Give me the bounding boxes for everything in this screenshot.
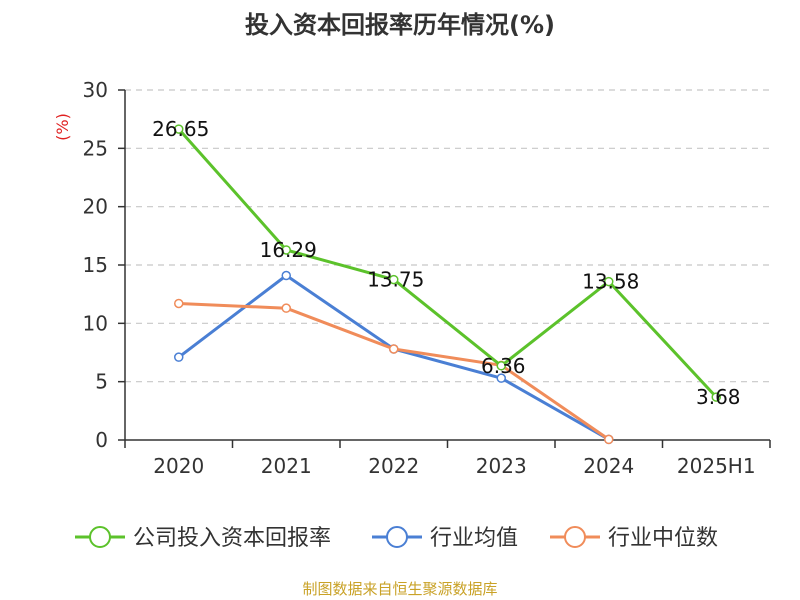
data-label: 13.58: [582, 270, 639, 294]
y-tick-label: 25: [83, 136, 108, 160]
data-point[interactable]: [174, 352, 184, 362]
data-label: 6.36: [481, 354, 526, 378]
series-line-0: [177, 128, 718, 399]
legend-swatch-marker: [89, 526, 111, 548]
legend-label: 行业均值: [430, 526, 518, 551]
data-point[interactable]: [281, 245, 291, 255]
data-label: 13.75: [367, 268, 424, 292]
x-tick-label: 2025H1: [677, 454, 756, 478]
x-tick-label: 2023: [476, 454, 527, 478]
data-point[interactable]: [174, 124, 184, 134]
legend-item-1[interactable]: 行业均值: [372, 526, 518, 551]
x-tick-label: 2021: [261, 454, 312, 478]
legend-item-2[interactable]: 行业中位数: [550, 526, 718, 551]
data-point[interactable]: [496, 361, 506, 371]
y-tick-label: 0: [95, 428, 108, 452]
data-labels: 26.65 16.29 13.75 6.36 13.58 3.68: [152, 117, 740, 409]
source-note: 制图数据来自恒生聚源数据库: [302, 580, 497, 598]
y-tick-label: 5: [95, 370, 108, 394]
legend-item-0[interactable]: 公司投入资本回报率: [75, 526, 331, 551]
legend-swatch-marker: [564, 526, 586, 548]
x-tick-label: 2020: [153, 454, 204, 478]
data-point[interactable]: [604, 276, 614, 287]
y-tick-label: 10: [83, 311, 108, 335]
data-point[interactable]: [604, 434, 614, 445]
x-tick-label: 2022: [368, 454, 419, 478]
y-tick-label: 30: [83, 78, 108, 102]
data-point[interactable]: [174, 298, 184, 309]
data-point[interactable]: [281, 270, 291, 281]
data-point[interactable]: [281, 303, 291, 313]
x-tick-label: 2024: [583, 454, 634, 478]
grid-lines: [125, 89, 770, 383]
legend-swatch-marker: [386, 526, 408, 548]
data-point[interactable]: [389, 344, 399, 354]
legend[interactable]: 公司投入资本回报率 行业均值 行业中位数: [75, 526, 718, 551]
data-label: 16.29: [260, 238, 317, 262]
data-label: 3.68: [696, 385, 741, 409]
series-group: [174, 124, 721, 445]
chart-title: 投入资本回报率历年情况(%): [245, 11, 555, 39]
data-label: 26.65: [152, 117, 209, 141]
y-tick-label: 20: [83, 195, 108, 219]
axes: 0 5 10 15 20 25 30 2020 2021 2022 2023 2024 2025H1: [83, 78, 771, 478]
legend-label: 行业中位数: [608, 526, 718, 551]
data-point[interactable]: [389, 274, 399, 285]
data-point[interactable]: [496, 373, 506, 383]
series-line-1: [177, 274, 610, 441]
y-tick-label: 15: [83, 253, 108, 277]
data-point[interactable]: [711, 392, 721, 402]
y-axis-label: (%): [53, 113, 72, 141]
legend-label: 公司投入资本回报率: [133, 526, 331, 551]
